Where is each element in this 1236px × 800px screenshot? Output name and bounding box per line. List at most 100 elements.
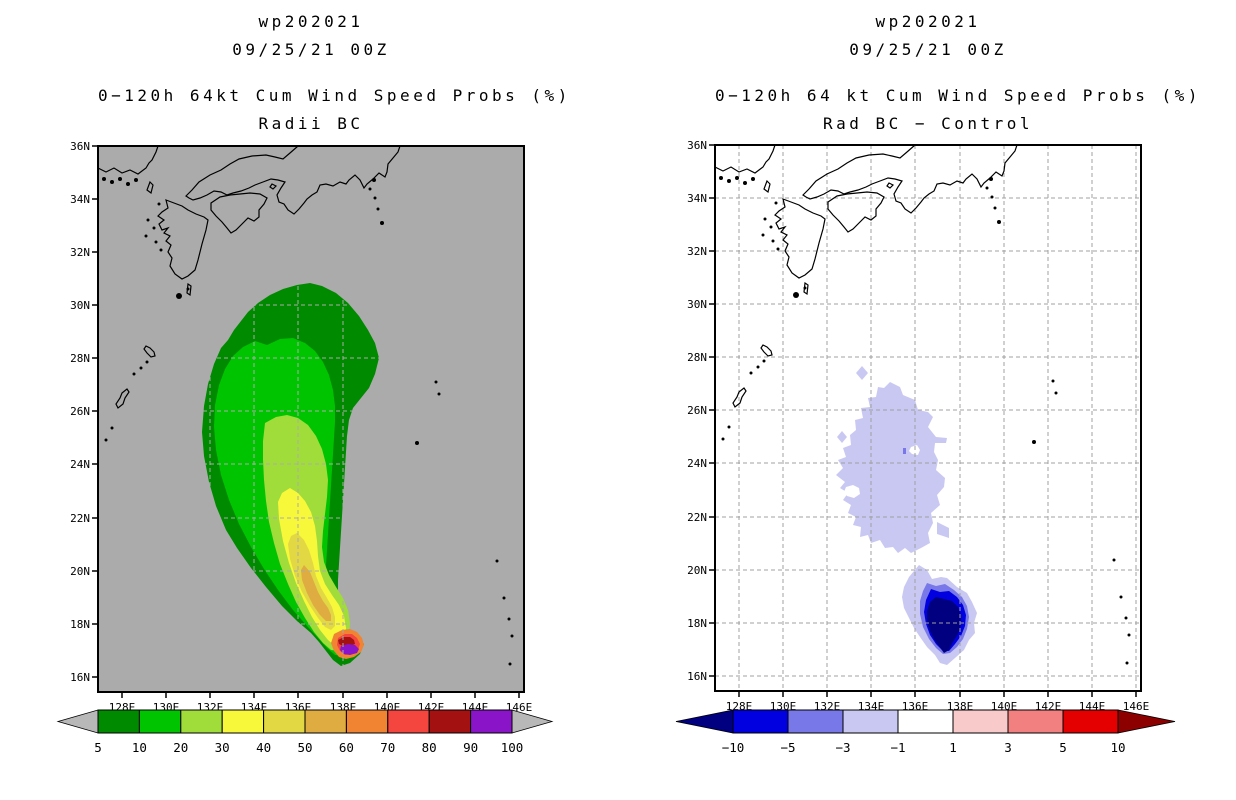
colorbar-left-arrow: [56, 709, 99, 734]
lat-label: 32N: [687, 245, 707, 258]
island-dot: [415, 441, 419, 445]
island-dot: [110, 180, 114, 184]
island-outline: [763, 179, 771, 194]
island-dot: [376, 207, 380, 211]
island-dot: [373, 196, 377, 200]
colorbar-box: [221, 709, 265, 734]
island-dot: [776, 247, 780, 251]
island-outline: [210, 192, 268, 234]
island-outline: [827, 191, 885, 233]
island-dot: [159, 248, 163, 252]
right-title-block: wp202021 09/25/21 00Z 0−120h 64 kt Cum W…: [715, 8, 1201, 138]
island-dot: [372, 178, 376, 182]
lat-label: 16N: [687, 670, 707, 683]
island-dot: [719, 176, 723, 180]
contour-level--1: [856, 366, 868, 380]
island-dot: [118, 177, 122, 181]
lat-label: 18N: [70, 618, 90, 631]
colorbar-box: [97, 709, 140, 734]
island-dot: [104, 438, 108, 442]
contour-level--1: [837, 431, 847, 443]
chart-title: 0−120h 64 kt Cum Wind Speed Probs (%): [715, 86, 1201, 105]
colorbar-box: [387, 709, 430, 734]
colorbar-label: 30: [215, 740, 230, 755]
lat-label: 26N: [687, 404, 707, 417]
island-dot: [495, 559, 499, 563]
island-dot: [771, 239, 775, 243]
colorbar-box: [138, 709, 182, 734]
colorbar-box: [180, 709, 223, 734]
colorbar-box: [842, 709, 899, 734]
left-colorbar: 5 10 20 30 40 50 60 70 80 90 100: [56, 709, 554, 755]
island-dot: [985, 186, 989, 190]
island-dot: [769, 225, 773, 229]
init-time: 09/25/21 00Z: [849, 40, 1007, 59]
island-dot: [510, 634, 514, 638]
island-dot: [727, 425, 731, 429]
lat-label: 30N: [687, 298, 707, 311]
chart-title: 0−120h 64kt Cum Wind Speed Probs (%): [98, 86, 571, 105]
island-dot: [1124, 616, 1128, 620]
chart-subtitle: Rad BC − Control: [822, 114, 1034, 133]
right-colorbar: −10 −5 −3 −1 1 3 5 10: [675, 709, 1176, 755]
contour-level--1: [937, 522, 949, 538]
colorbar-root: −10 −5 −3 −1 1 3 5 10: [675, 709, 1176, 755]
island-dot: [1054, 391, 1058, 395]
island-dot: [502, 596, 506, 600]
contour-fills: [836, 366, 977, 665]
island-dot: [993, 206, 997, 210]
colorbar-label: 20: [173, 740, 188, 755]
island-dot: [152, 226, 156, 230]
island-dot: [1125, 661, 1129, 665]
contour-level-50: [301, 565, 331, 621]
contour-level--10: [927, 597, 961, 653]
left-title-block: wp202021 09/25/21 00Z 0−120h 64kt Cum Wi…: [98, 8, 571, 138]
coastlines: [97, 145, 401, 409]
island-dot: [144, 234, 148, 238]
chart-subtitle: Radii BC: [258, 114, 364, 133]
coastline: [714, 144, 776, 174]
island-outline: [143, 345, 156, 358]
island-dot: [743, 181, 747, 185]
island-dot: [756, 365, 760, 369]
island-dot: [762, 359, 766, 363]
island-dot: [990, 195, 994, 199]
lat-label: 26N: [70, 405, 90, 418]
colorbar-box: [470, 709, 513, 734]
colorbar-box: [1062, 709, 1119, 734]
island-dot: [1112, 558, 1116, 562]
colorbar-label: 5: [1059, 740, 1067, 755]
lat-label: 24N: [687, 457, 707, 470]
lat-label: 20N: [70, 565, 90, 578]
coastline: [97, 145, 159, 175]
island-dot: [727, 179, 731, 183]
lat-label: 24N: [70, 458, 90, 471]
island-dot: [761, 233, 765, 237]
lat-label: 22N: [70, 512, 90, 525]
island-dot: [126, 182, 130, 186]
island-outline: [146, 180, 154, 195]
colorbar-label: 10: [1110, 740, 1125, 755]
lon-label: 146E: [1123, 700, 1150, 713]
island-outline: [760, 344, 773, 357]
island-dot: [735, 176, 739, 180]
island-outline: [732, 387, 747, 408]
colorbar-left-arrow: [675, 709, 734, 734]
colorbar-label: −3: [835, 740, 850, 755]
lat-label: 28N: [687, 351, 707, 364]
island-dot: [368, 187, 372, 191]
colorbar-label: 60: [339, 740, 354, 755]
lat-label: 36N: [687, 139, 707, 152]
island-dot: [507, 617, 511, 621]
colorbar-label: 90: [463, 740, 478, 755]
island-dot: [154, 240, 158, 244]
island-dot: [157, 202, 161, 206]
storm-id: wp202021: [875, 12, 981, 31]
colorbar-label: 70: [380, 740, 395, 755]
colorbar-box: [263, 709, 306, 734]
lat-label: 20N: [687, 564, 707, 577]
colorbar-label: −10: [722, 740, 745, 755]
lat-label: 34N: [70, 193, 90, 206]
island-dot: [989, 177, 993, 181]
